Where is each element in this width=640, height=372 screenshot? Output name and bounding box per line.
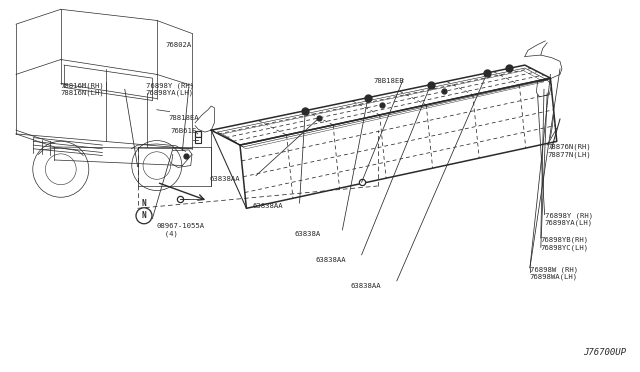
Text: 63838AA: 63838AA <box>210 176 241 182</box>
Text: 63838A: 63838A <box>294 231 321 237</box>
Text: 76898Y (RH)
76898YA(LH): 76898Y (RH) 76898YA(LH) <box>545 212 593 227</box>
Text: 63838AA: 63838AA <box>351 283 381 289</box>
Text: 78B18EB: 78B18EB <box>374 78 404 84</box>
Text: 76898W (RH)
76898WA(LH): 76898W (RH) 76898WA(LH) <box>530 266 578 280</box>
Text: 78818EA: 78818EA <box>168 115 199 121</box>
Text: 76802A: 76802A <box>165 42 191 48</box>
Text: 76B61E: 76B61E <box>171 128 197 134</box>
Text: N: N <box>141 211 147 220</box>
Text: 78816M(RH)
78816N(LH): 78816M(RH) 78816N(LH) <box>61 82 104 96</box>
Text: 63838AA: 63838AA <box>253 203 284 209</box>
Text: N: N <box>141 199 147 208</box>
Text: 76898YB(RH)
76898YC(LH): 76898YB(RH) 76898YC(LH) <box>541 237 589 251</box>
Text: 78876N(RH)
78877N(LH): 78876N(RH) 78877N(LH) <box>547 144 591 158</box>
Text: J76700UP: J76700UP <box>583 348 626 357</box>
Text: 63838AA: 63838AA <box>316 257 346 263</box>
Text: 76898Y (RH)
76898YA(LH): 76898Y (RH) 76898YA(LH) <box>146 82 194 96</box>
Text: 08967-1055A
  (4): 08967-1055A (4) <box>156 223 204 237</box>
